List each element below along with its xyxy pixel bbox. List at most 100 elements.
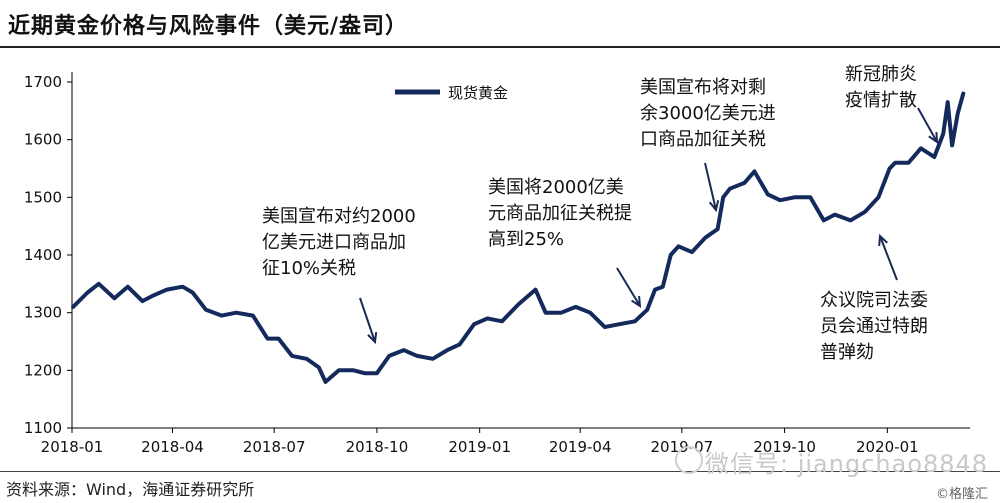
arrow-head-icon (631, 295, 642, 308)
data-point (126, 285, 130, 289)
y-tick-label: 1300 (24, 304, 62, 322)
data-point (445, 348, 449, 352)
annotation-arrow (917, 107, 938, 143)
data-point (728, 187, 732, 191)
x-tick-label: 2018-10 (346, 438, 409, 456)
legend-label: 现货黄金 (448, 84, 508, 102)
data-point (833, 213, 837, 217)
data-point (653, 288, 657, 292)
data-point (220, 313, 224, 318)
data-point (617, 322, 621, 326)
annotation-arrow (616, 267, 641, 307)
annotation-arrow (704, 162, 717, 211)
data-point (588, 311, 592, 315)
data-point (742, 181, 746, 185)
data-point (290, 354, 294, 358)
data-point (323, 380, 328, 384)
arrow-head-icon (708, 200, 720, 213)
x-tick-label: 2019-01 (448, 438, 511, 456)
footer-divider (0, 471, 1000, 472)
data-point (793, 195, 797, 199)
data-point (140, 299, 144, 303)
data-point (351, 368, 356, 372)
data-point (265, 337, 270, 341)
annotation-text: 普弹劾 (820, 342, 874, 363)
x-tick-label: 2018-01 (41, 438, 104, 456)
x-tick-label: 2020-01 (856, 438, 919, 456)
data-point (472, 322, 476, 326)
data-point (387, 354, 391, 358)
data-point (863, 210, 867, 214)
data-point (86, 290, 90, 295)
annotation-text: 美国宣布将对剩 (640, 77, 766, 98)
data-point (457, 342, 462, 346)
data-point (906, 161, 911, 165)
y-tick-label: 1400 (24, 246, 62, 264)
data-point (191, 290, 195, 295)
y-tick-label: 1500 (24, 188, 62, 206)
annotation-text: 美国将2000亿美 (488, 177, 624, 198)
data-point (808, 195, 812, 199)
data-point (251, 313, 255, 318)
x-tick-label: 2018-04 (141, 438, 204, 456)
data-point (690, 250, 694, 254)
data-point (956, 112, 960, 116)
data-point (415, 354, 419, 358)
data-point (574, 305, 578, 309)
data-point (363, 371, 367, 375)
data-point (151, 293, 156, 297)
data-point (876, 195, 881, 199)
data-point (543, 311, 548, 315)
data-point (71, 305, 75, 309)
annotation-text: 新冠肺炎 (845, 64, 917, 85)
data-point (919, 146, 923, 150)
data-point (204, 308, 208, 312)
data-point (645, 308, 649, 312)
y-tick-label: 1600 (24, 131, 62, 149)
data-point (402, 348, 406, 352)
data-point (752, 169, 757, 173)
data-point (559, 311, 563, 315)
data-point (676, 244, 681, 248)
data-point (703, 236, 707, 240)
annotation-arrow (359, 297, 376, 343)
data-point (517, 302, 521, 306)
y-tick-label: 1100 (24, 419, 62, 437)
data-point (669, 253, 673, 257)
data-point (277, 337, 281, 341)
arrow-head-icon (878, 233, 888, 247)
annotation-text: 众议院司法委 (820, 290, 928, 311)
data-point (180, 285, 185, 289)
wechat-icon (675, 446, 703, 474)
data-point (941, 132, 945, 136)
chart-title: 近期黄金价格与风险事件（美元/盎司） (8, 14, 409, 39)
x-tick-label: 2019-04 (549, 438, 612, 456)
data-point (431, 357, 435, 361)
data-point (500, 319, 504, 323)
data-point (485, 316, 490, 321)
annotation-text: 高到25% (488, 229, 564, 250)
arrow-head-icon (367, 331, 378, 345)
title-divider (0, 46, 1000, 48)
annotation-text: 员会通过特朗 (820, 316, 928, 337)
source-note: 资料来源：Wind，海通证券研究所 (6, 480, 255, 499)
data-point (932, 155, 936, 159)
data-point (661, 285, 665, 289)
data-point (533, 288, 538, 292)
data-point (950, 143, 954, 148)
y-tick-label: 1700 (24, 73, 62, 91)
annotation-text: 口商品加征关税 (640, 129, 766, 150)
data-point (778, 198, 782, 202)
annotation-text: 疫情扩散 (845, 90, 917, 111)
data-point (317, 365, 321, 370)
data-point (165, 288, 169, 292)
data-point (304, 357, 309, 361)
annotation-text: 元商品加征关税提 (488, 203, 632, 224)
annotation-text: 征10%关税 (262, 258, 356, 279)
data-point (946, 100, 950, 104)
arrow-head-icon (928, 131, 939, 145)
annotation-text: 美国宣布对约2000 (262, 206, 416, 227)
data-point (721, 195, 725, 199)
annotation-text: 亿美元进口商品加 (262, 232, 406, 253)
